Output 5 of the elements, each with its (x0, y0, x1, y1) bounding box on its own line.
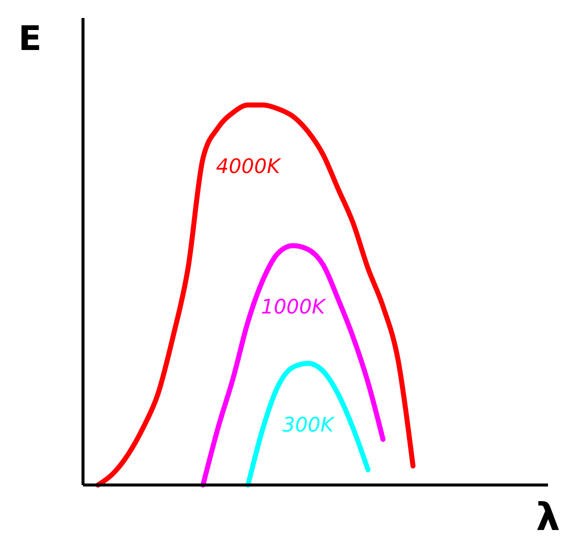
series-label: 300K (282, 412, 336, 436)
y-axis-title: E (18, 19, 42, 59)
series-label: 4000K (216, 154, 282, 178)
x-axis-title: λ (536, 495, 560, 539)
series-label: 1000K (260, 294, 327, 319)
